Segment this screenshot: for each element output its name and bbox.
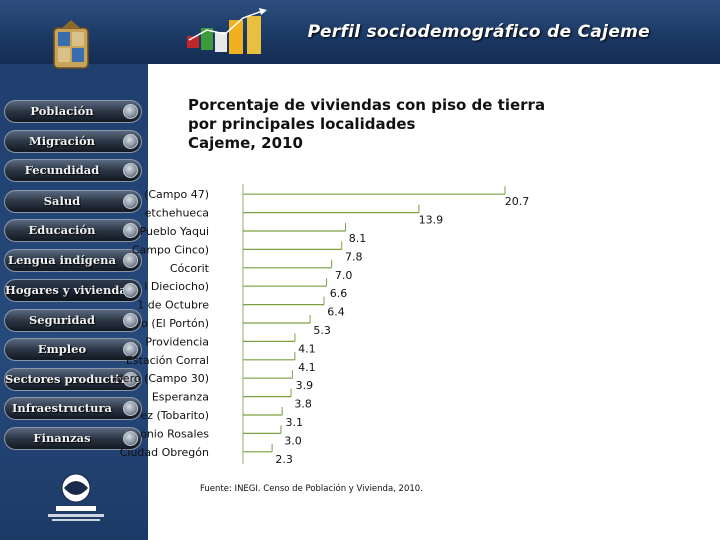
- value-label: 5.3: [313, 324, 331, 337]
- nav-item-label: Salud: [43, 194, 81, 208]
- category-label: l Dieciocho): [144, 280, 209, 293]
- nav-item-label: Infraestructura: [12, 401, 112, 415]
- nav-knob-icon: [123, 342, 138, 357]
- nav-item-label: Lengua indígena: [8, 253, 116, 267]
- value-label: 3.9: [296, 379, 314, 392]
- category-label: Cócorit: [170, 262, 210, 275]
- value-label: 3.0: [284, 434, 302, 447]
- nav-item-migracion[interactable]: Migración: [4, 130, 142, 153]
- bar-chart-logo-icon: [187, 8, 267, 54]
- nav-knob-icon: [123, 223, 138, 238]
- nav-knob-icon: [123, 194, 138, 209]
- nav-knob-icon: [123, 163, 138, 178]
- nav-item-finanzas[interactable]: Finanzas: [4, 427, 142, 450]
- nav-knob-icon: [123, 431, 138, 446]
- nav-knob-icon: [123, 313, 138, 328]
- value-label: 20.7: [505, 195, 530, 208]
- category-label: onio Rosales: [140, 427, 209, 440]
- chart-title-line: Cajeme, 2010: [188, 134, 303, 152]
- nav-knob-icon: [123, 134, 138, 149]
- nav-item-label: Hogares y vivienda: [5, 283, 127, 297]
- nav-knob-icon: [123, 253, 138, 268]
- value-label: 6.6: [330, 287, 348, 300]
- nav-item-empleo[interactable]: Empleo: [4, 338, 142, 361]
- chart-title-line: Porcentaje de viviendas con piso de tier…: [188, 96, 546, 114]
- category-label: Esperanza: [152, 391, 209, 404]
- inegi-logo-icon: [48, 473, 104, 521]
- source-note: Fuente: INEGI. Censo de Población y Vivi…: [200, 484, 423, 494]
- nav-item-label: Migración: [28, 134, 96, 148]
- nav-item-hogares-y-vivienda[interactable]: Hogares y vivienda: [4, 279, 142, 302]
- value-label: 4.1: [298, 361, 316, 374]
- nav-item-label: Sectores productivos: [5, 372, 141, 386]
- category-label: Pueblo Yaqui: [140, 225, 209, 238]
- nav-item-salud[interactable]: Salud: [4, 190, 142, 213]
- nav-item-label: Educación: [28, 223, 96, 237]
- category-label: o (El Portón): [141, 317, 209, 330]
- nav-item-label: Seguridad: [29, 313, 95, 327]
- value-label: 8.1: [349, 232, 367, 245]
- nav-item-lengua-indigena[interactable]: Lengua indígena: [4, 249, 142, 272]
- chart-title: Porcentaje de viviendas con piso de tier…: [188, 96, 545, 153]
- category-label: 1 de Octubre: [137, 299, 209, 312]
- nav-knob-icon: [123, 401, 138, 416]
- value-label: 6.4: [327, 306, 345, 319]
- nav-knob-icon: [123, 104, 138, 119]
- nav-item-seguridad[interactable]: Seguridad: [4, 309, 142, 332]
- nav-item-fecundidad[interactable]: Fecundidad: [4, 159, 142, 182]
- nav-item-sectores-productivos[interactable]: Sectores productivos: [4, 368, 142, 391]
- value-label: 4.1: [298, 342, 316, 355]
- nav-item-label: Empleo: [37, 342, 87, 356]
- value-label: 13.9: [419, 214, 444, 227]
- category-label: etchehueca: [145, 207, 209, 220]
- value-label: 7.8: [345, 250, 363, 263]
- page-title: Perfil sociodemográfico de Cajeme: [307, 22, 650, 42]
- chart-title-line: por principales localidades: [188, 115, 416, 133]
- nav-item-infraestructura[interactable]: Infraestructura: [4, 397, 142, 420]
- header-banner: [0, 0, 720, 64]
- category-label: (Campo 47): [144, 188, 209, 201]
- category-label: Providencia: [145, 335, 209, 348]
- nav-knob-icon: [123, 372, 138, 387]
- nav-item-label: Población: [30, 104, 94, 118]
- category-label: ez (Tobarito): [140, 409, 209, 422]
- nav-knob-icon: [123, 283, 138, 298]
- value-label: 3.8: [294, 398, 312, 411]
- nav-item-label: Finanzas: [33, 431, 91, 445]
- crest-icon: [53, 20, 89, 69]
- nav-item-label: Fecundidad: [24, 163, 100, 177]
- value-label: 7.0: [335, 269, 353, 282]
- value-label: 2.3: [275, 453, 293, 466]
- value-label: 3.1: [285, 416, 303, 429]
- nav-item-educacion[interactable]: Educación: [4, 219, 142, 242]
- nav-item-poblacion[interactable]: Población: [4, 100, 142, 123]
